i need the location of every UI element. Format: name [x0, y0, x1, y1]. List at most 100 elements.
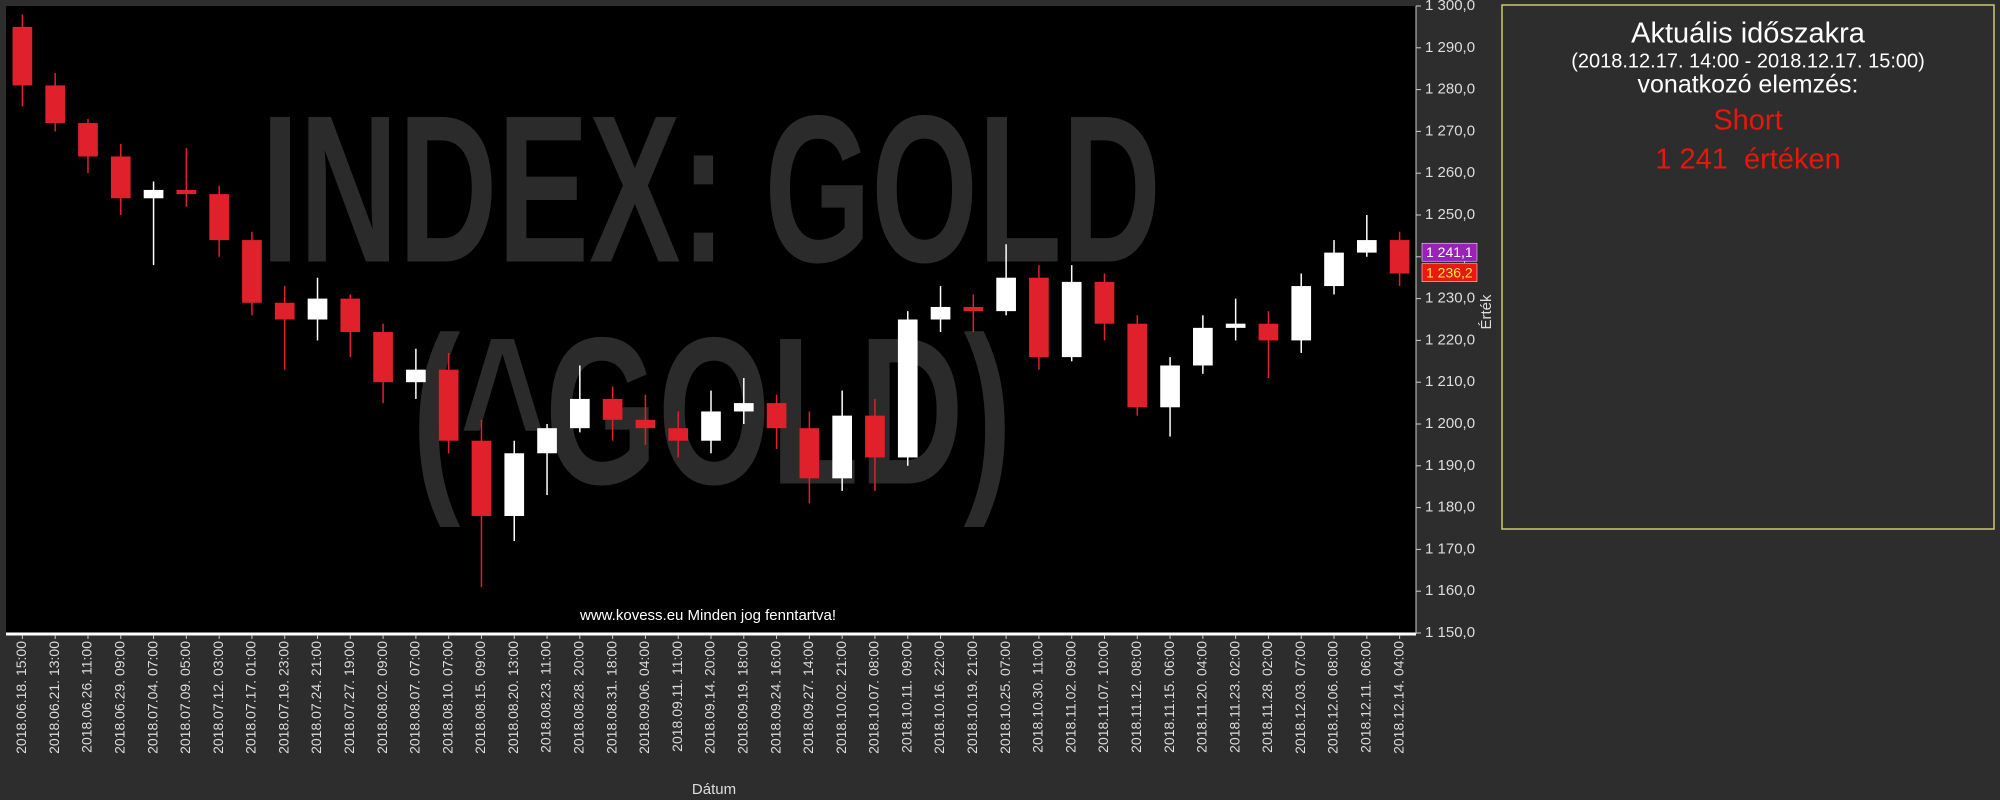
y-tick-label: 1 160,0	[1425, 582, 1475, 599]
candle-body	[373, 332, 393, 383]
candle-body	[897, 319, 918, 458]
y-tick-label: 1 170,0	[1425, 540, 1475, 557]
candle-body	[438, 369, 459, 441]
x-tick-label: 2018.09.24. 16:00	[767, 641, 783, 754]
candle-body	[963, 306, 984, 312]
price-tag-label: 1 236,2	[1426, 264, 1473, 280]
x-tick-label: 2018.08.31. 18:00	[603, 641, 619, 754]
candle-body	[799, 428, 820, 479]
x-tick-label: 2018.10.25. 07:00	[997, 641, 1013, 754]
analysis-panel	[1501, 4, 1995, 530]
x-tick-label: 2018.07.12. 03:00	[210, 641, 226, 754]
x-tick-label: 2018.10.19. 21:00	[964, 641, 980, 754]
x-tick-label: 2018.08.02. 09:00	[374, 641, 390, 754]
x-tick-label: 2018.08.15. 09:00	[472, 641, 488, 754]
y-tick-label: 1 150,0	[1425, 624, 1475, 641]
x-tick-label: 2018.12.11. 06:00	[1358, 641, 1374, 753]
x-tick-label: 2018.07.04. 07:00	[144, 641, 160, 754]
x-tick-label: 2018.11.12. 08:00	[1128, 641, 1144, 753]
y-axis-title: Érték	[1478, 294, 1495, 330]
x-tick-label: 2018.11.02. 09:00	[1062, 641, 1078, 753]
y-tick-label: 1 280,0	[1425, 81, 1475, 98]
candle-body	[504, 453, 525, 516]
x-tick-label: 2018.11.07. 10:00	[1095, 641, 1111, 753]
x-tick-label: 2018.06.29. 09:00	[111, 641, 127, 754]
candle-body	[209, 194, 229, 241]
x-tick-label: 2018.10.11. 09:00	[898, 641, 914, 753]
panel-title: Aktuális időszakra	[1631, 18, 1866, 50]
x-tick-label: 2018.10.30. 11:00	[1030, 641, 1046, 753]
candle-body	[176, 189, 197, 195]
x-tick-label: 2018.07.27. 19:00	[341, 641, 357, 754]
x-tick-label: 2018.06.18. 15:00	[13, 641, 29, 754]
x-tick-label: 2018.07.19. 23:00	[275, 641, 291, 754]
x-tick-label: 2018.06.26. 11:00	[79, 641, 95, 753]
x-tick-label: 2018.10.16. 22:00	[931, 641, 947, 754]
candle-body	[110, 156, 131, 199]
x-tick-label: 2018.11.20. 04:00	[1194, 641, 1210, 753]
candle-body	[766, 403, 787, 429]
x-tick-label: 2018.09.27. 14:00	[800, 641, 816, 754]
candle-body	[996, 277, 1016, 312]
panel-subtitle: vonatkozó elemzés:	[1638, 71, 1859, 99]
y-tick-label: 1 260,0	[1425, 164, 1475, 181]
watermark: (^GOLD)	[412, 293, 1012, 528]
candle-body	[1258, 323, 1279, 341]
candle-body	[1291, 286, 1312, 341]
x-tick-label: 2018.09.06. 04:00	[636, 641, 652, 754]
panel-period: (2018.12.17. 14:00 - 2018.12.17. 15:00)	[1571, 50, 1925, 72]
price-tag	[1421, 242, 1478, 262]
x-tick-label: 2018.07.17. 01:00	[243, 641, 259, 754]
candle-body	[635, 419, 656, 429]
candle-body	[832, 415, 852, 479]
y-tick-label: 1 290,0	[1425, 39, 1475, 56]
candle-body	[1193, 327, 1213, 366]
price-tag-label: 1 241,1	[1426, 244, 1473, 260]
x-tick-label: 2018.12.06. 08:00	[1325, 641, 1341, 754]
candle-body	[602, 398, 623, 420]
footer: www.kovess.eu Minden jog fenntartva!	[579, 607, 836, 624]
x-tick-label: 2018.08.10. 07:00	[439, 641, 455, 754]
candle-body	[406, 369, 426, 383]
y-tick-label: 1 220,0	[1425, 331, 1475, 348]
candle-body	[471, 440, 492, 516]
x-tick-label: 2018.07.24. 21:00	[308, 641, 324, 754]
x-tick-label: 2018.10.02. 21:00	[833, 641, 849, 754]
x-tick-label: 2018.08.07. 07:00	[407, 641, 423, 754]
x-tick-label: 2018.09.19. 18:00	[734, 641, 750, 754]
x-tick-label: 2018.10.07. 08:00	[866, 641, 882, 754]
candle-body	[143, 189, 164, 199]
candle-body	[78, 123, 98, 157]
candle-body	[1324, 252, 1344, 287]
x-tick-label: 2018.08.20. 13:00	[505, 641, 521, 754]
y-tick-label: 1 270,0	[1425, 122, 1475, 139]
x-tick-label: 2018.09.14. 20:00	[702, 641, 718, 754]
x-tick-label: 2018.12.03. 07:00	[1292, 641, 1308, 754]
candle-body	[340, 298, 361, 333]
candle-body	[1029, 277, 1049, 358]
candle-body	[930, 306, 951, 320]
x-tick-label: 2018.12.14. 04:00	[1390, 641, 1406, 754]
price-tag	[1421, 263, 1478, 282]
candle-body	[274, 302, 295, 320]
candle-body	[1061, 281, 1082, 358]
candle-body	[733, 403, 754, 412]
x-tick-label: 2018.11.23. 02:00	[1226, 641, 1242, 753]
candle-body	[1356, 240, 1377, 253]
y-tick-label: 1 200,0	[1425, 415, 1475, 432]
y-tick-label: 1 180,0	[1425, 499, 1475, 516]
candle-body	[865, 415, 885, 458]
candle-body	[701, 411, 721, 441]
candle-body	[570, 398, 590, 429]
candle-body	[1225, 323, 1246, 328]
y-tick-label: 1 210,0	[1425, 373, 1475, 390]
candle-body	[242, 240, 262, 303]
candle-body	[307, 298, 328, 320]
candle-body	[12, 26, 33, 86]
panel-level: 1 241 értéken	[1655, 144, 1840, 176]
candle-body	[668, 428, 689, 441]
candle-body	[1127, 323, 1148, 408]
x-tick-label: 2018.09.11. 11:00	[669, 641, 685, 752]
